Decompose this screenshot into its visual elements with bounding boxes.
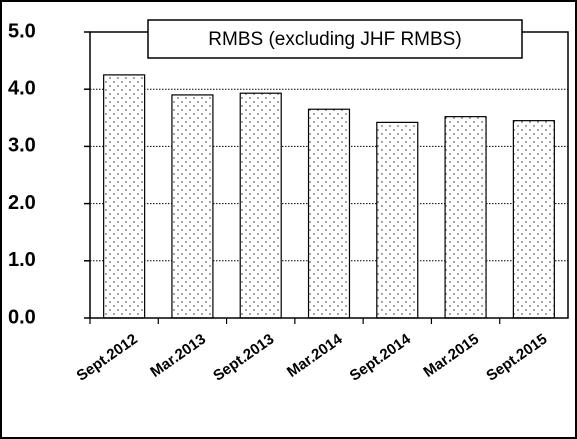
chart-title: RMBS (excluding JHF RMBS)	[208, 29, 461, 50]
bar	[103, 74, 146, 319]
bar	[171, 94, 214, 319]
y-tick-label: 1.0	[8, 249, 36, 271]
x-tick-label: Sept.2013	[210, 331, 277, 385]
bar	[376, 121, 419, 319]
x-tick-label: Sept.2012	[74, 331, 141, 385]
title-box	[147, 19, 523, 59]
x-tick-label: Mar.2013	[147, 331, 209, 381]
y-tick-label: 2.0	[8, 192, 36, 214]
x-tick-label: Sept.2015	[483, 331, 550, 385]
bar	[307, 108, 351, 319]
x-tick-label: Sept.2014	[347, 330, 415, 384]
y-tick-label: 0.0	[8, 306, 36, 328]
x-tick-label: Mar.2014	[284, 330, 346, 381]
y-tick-label: 4.0	[8, 77, 36, 99]
y-tick-label: 3.0	[8, 135, 36, 157]
bar	[444, 116, 487, 319]
bar	[512, 120, 555, 319]
x-tick-label: Mar.2015	[420, 331, 482, 381]
bar	[239, 92, 282, 319]
y-tick-label: 5.0	[8, 20, 36, 42]
